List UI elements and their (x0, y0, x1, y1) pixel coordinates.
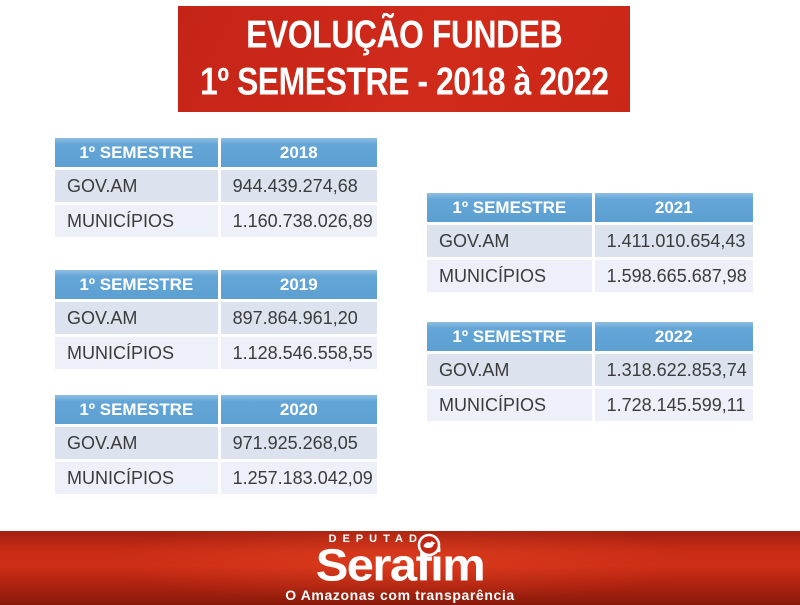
table-row-value: 1.257.183.042,09 (220, 462, 377, 494)
table-header-semester: 1º SEMESTRE (55, 138, 218, 167)
footer-brand-bar: DEPUTADO Serafim O Amazonas com transpar… (0, 531, 800, 605)
table-row-value: 1.318.622.853,74 (594, 354, 753, 386)
table-row-value: 944.439.274,68 (220, 170, 377, 202)
serafim-logo: Serafim (315, 533, 486, 590)
table-header-year: 2019 (220, 270, 377, 299)
table-row-label: MUNICÍPIOS (55, 337, 218, 369)
table-row-value: 971.925.268,05 (220, 427, 377, 459)
deputado-label: DEPUTADO (328, 533, 438, 545)
data-table: 1º SEMESTRE 2020 GOV.AM 971.925.268,05 M… (55, 395, 377, 497)
table-header-semester: 1º SEMESTRE (55, 270, 218, 299)
table-row-label: GOV.AM (427, 354, 592, 386)
table-row-value: 1.128.546.558,55 (220, 337, 377, 369)
bird-icon (417, 533, 441, 557)
table-header-semester: 1º SEMESTRE (427, 322, 592, 351)
table-row-label: MUNICÍPIOS (427, 260, 592, 292)
table-row-label: GOV.AM (55, 302, 218, 334)
table-header-year: 2018 (220, 138, 377, 167)
data-table: 1º SEMESTRE 2021 GOV.AM 1.411.010.654,43… (427, 193, 753, 295)
data-table: 1º SEMESTRE 2019 GOV.AM 897.864.961,20 M… (55, 270, 377, 372)
table-row-label: MUNICÍPIOS (427, 389, 592, 421)
data-table: 1º SEMESTRE 2022 GOV.AM 1.318.622.853,74… (427, 322, 753, 424)
table-row-label: GOV.AM (427, 225, 592, 257)
table-header-year: 2022 (594, 322, 753, 351)
table-row-label: GOV.AM (55, 427, 218, 459)
table-header-year: 2020 (220, 395, 377, 424)
table-header-semester: 1º SEMESTRE (427, 193, 592, 222)
title-line-1: EVOLUÇÃO FUNDEB (245, 13, 563, 57)
table-row-value: 1.411.010.654,43 (594, 225, 753, 257)
title-line-2: 1º SEMESTRE - 2018 à 2022 (199, 60, 609, 104)
table-row-label: MUNICÍPIOS (55, 462, 218, 494)
table-row-value: 1.598.665.687,98 (594, 260, 753, 292)
data-table: 1º SEMESTRE 2018 GOV.AM 944.439.274,68 M… (55, 138, 377, 240)
table-row-label: MUNICÍPIOS (55, 205, 218, 237)
serafim-logo-text: Serafim (315, 539, 486, 590)
table-header-semester: 1º SEMESTRE (55, 395, 218, 424)
table-header-year: 2021 (594, 193, 753, 222)
table-row-value: 1.160.738.026,89 (220, 205, 377, 237)
table-row-label: GOV.AM (55, 170, 218, 202)
title-banner: EVOLUÇÃO FUNDEB 1º SEMESTRE - 2018 à 202… (178, 6, 630, 112)
table-row-value: 1.728.145.599,11 (594, 389, 753, 421)
table-row-value: 897.864.961,20 (220, 302, 377, 334)
footer-tagline: O Amazonas com transparência (285, 587, 515, 603)
